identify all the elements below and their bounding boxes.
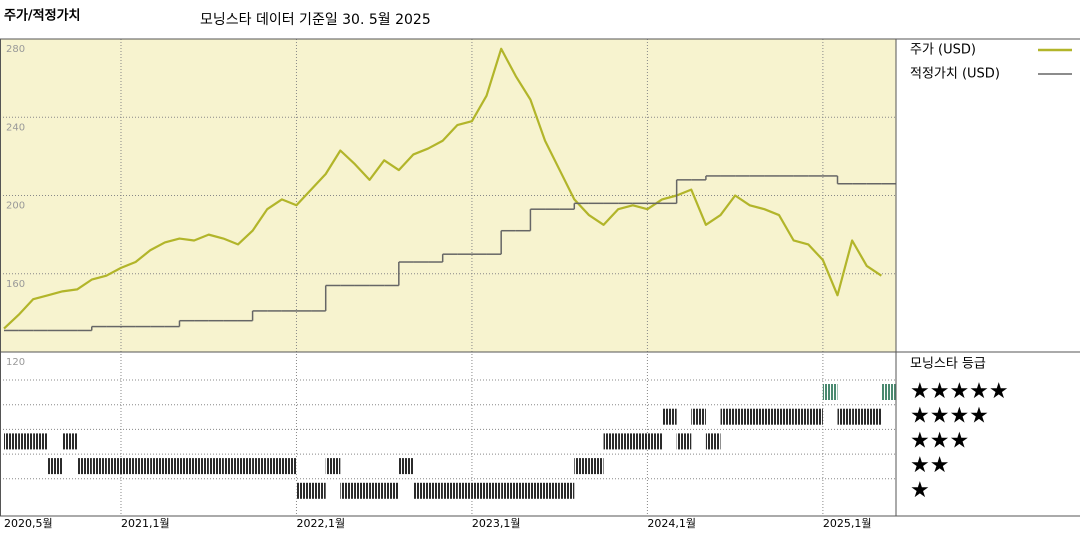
rating-bar [705, 433, 721, 450]
rating-bar [135, 458, 151, 475]
rating-bar [618, 433, 633, 450]
rating-bar [779, 408, 794, 425]
rating-bar [691, 408, 706, 425]
rating-level-label: ★ [910, 478, 930, 503]
rating-bar [91, 458, 107, 475]
rating-bar [62, 433, 78, 450]
rating-bar [662, 408, 677, 425]
price-line [3, 47, 882, 330]
rating-bar [793, 408, 809, 425]
rating-level-label: ★★★★★ [910, 379, 1009, 404]
y-tick-label: 160 [6, 279, 25, 290]
rating-bar [4, 433, 19, 450]
rating-bar [164, 458, 180, 475]
y-tick-label: 120 [6, 357, 25, 368]
rating-bar [822, 384, 838, 400]
rating-level-label: ★★★★ [910, 404, 989, 429]
rating-bar [267, 458, 282, 475]
rating-bar [559, 482, 575, 499]
y-tick-label: 280 [6, 44, 25, 55]
rating-bar [413, 482, 429, 499]
rating-bar [881, 384, 896, 400]
rating-bar [120, 458, 136, 475]
rating-bar [574, 458, 589, 475]
x-tick-label: 2024,1월 [647, 517, 696, 530]
rating-bar [837, 408, 853, 425]
rating-bar [530, 482, 546, 499]
rating-bar [369, 482, 385, 499]
rating-bar [354, 482, 370, 499]
rating-bar [632, 433, 648, 450]
rating-bar [179, 458, 195, 475]
rating-bar [808, 408, 823, 425]
rating-bar [252, 458, 268, 475]
rating-bar [457, 482, 472, 499]
chart-subtitle: 모닝스타 데이터 기준일 30. 5월 2025 [200, 12, 431, 28]
rating-bar [208, 458, 224, 475]
rating-bar [866, 408, 882, 425]
rating-bar [428, 482, 443, 499]
rating-bar [603, 433, 619, 450]
x-tick-label: 2021,1월 [121, 517, 170, 530]
rating-bar [735, 408, 750, 425]
rating-bar [720, 408, 736, 425]
rating-bar [237, 458, 253, 475]
rating-bar [545, 482, 560, 499]
rating-bar [398, 458, 414, 475]
rating-bar [384, 482, 399, 499]
y-tick-label: 200 [6, 201, 25, 212]
rating-bar [588, 458, 604, 475]
rating-bar [77, 458, 92, 475]
chart-title: 주가/적정가치 [4, 8, 81, 24]
x-tick-label: 2020,5월 [4, 517, 53, 530]
rating-bar [486, 482, 502, 499]
rating-bar [325, 458, 341, 475]
rating-bar [194, 458, 209, 475]
rating-bar [442, 482, 458, 499]
rating-bar [33, 433, 48, 450]
rating-level-label: ★★ [910, 453, 949, 478]
rating-level-label: ★★★ [910, 428, 969, 453]
rating-bar [340, 482, 355, 499]
rating-bar [150, 458, 165, 475]
x-tick-label: 2025,1월 [823, 517, 872, 530]
rating-bar [764, 408, 780, 425]
y-tick-label: 240 [6, 122, 25, 133]
rating-bar [676, 433, 692, 450]
rating-bar [296, 482, 312, 499]
rating-bar [501, 482, 516, 499]
rating-bar [471, 482, 487, 499]
rating-bar [281, 458, 297, 475]
rating-bar [18, 433, 34, 450]
ratings-title: 모닝스타 등급 [910, 357, 986, 372]
x-tick-label: 2023,1월 [472, 517, 521, 530]
rating-bar [223, 458, 238, 475]
rating-bar [311, 482, 326, 499]
legend-label: 주가 (USD) [910, 43, 976, 58]
legend-label: 적정가치 (USD) [910, 67, 1000, 82]
rating-bar [852, 408, 867, 425]
rating-bar [647, 433, 663, 450]
rating-bar [515, 482, 531, 499]
x-tick-label: 2022,1월 [296, 517, 345, 530]
rating-bar [47, 458, 63, 475]
rating-bar [106, 458, 121, 475]
rating-bar [749, 408, 765, 425]
